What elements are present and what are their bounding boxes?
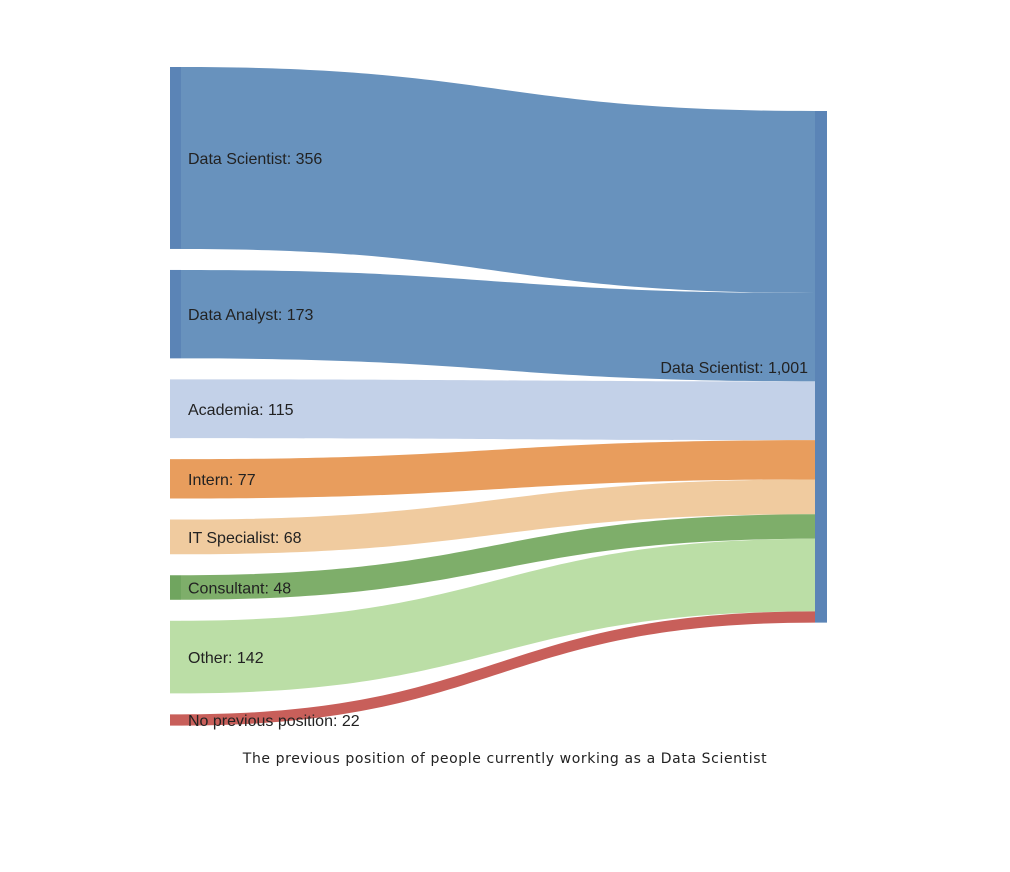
source-label-other-6: Other: 142 bbox=[188, 650, 264, 667]
source-label-intern-3: Intern: 77 bbox=[188, 472, 256, 489]
source-label-it-specialist-4: IT Specialist: 68 bbox=[188, 530, 302, 547]
link-data-scientist-0 bbox=[181, 67, 815, 293]
link-data-analyst-1 bbox=[181, 269, 815, 382]
chart-caption: The previous position of people currentl… bbox=[242, 751, 768, 767]
target-label-data-scientist: Data Scientist: 1,001 bbox=[660, 360, 808, 377]
sankey-nodes bbox=[170, 67, 827, 726]
source-node-data-scientist-0 bbox=[170, 67, 181, 249]
source-label-academia-2: Academia: 115 bbox=[188, 402, 294, 419]
link-consultant-5 bbox=[181, 514, 815, 600]
target-node-data-scientist bbox=[815, 111, 827, 623]
sankey-labels: Data Scientist: 356 Data Analyst: 173 Acad… bbox=[188, 151, 808, 730]
link-intern-3 bbox=[181, 440, 815, 499]
link-no-previous-position-7 bbox=[181, 611, 815, 726]
source-label-data-analyst-1: Data Analyst: 173 bbox=[188, 307, 314, 324]
source-node-consultant-5 bbox=[170, 575, 181, 600]
link-academia-2 bbox=[181, 379, 815, 441]
source-label-no-previous-position-7: No previous position: 22 bbox=[188, 713, 360, 730]
source-node-intern-3 bbox=[170, 459, 181, 499]
sankey-links bbox=[181, 67, 815, 726]
source-node-academia-2 bbox=[170, 379, 181, 439]
source-node-other-6 bbox=[170, 620, 181, 694]
source-node-no-previous-position-7 bbox=[170, 714, 181, 726]
source-label-data-scientist-0: Data Scientist: 356 bbox=[188, 151, 322, 168]
source-label-consultant-5: Consultant: 48 bbox=[188, 581, 291, 598]
source-node-it-specialist-4 bbox=[170, 519, 181, 555]
link-it-specialist-4 bbox=[181, 479, 815, 555]
source-node-data-analyst-1 bbox=[170, 269, 181, 359]
link-other-6 bbox=[181, 538, 815, 694]
